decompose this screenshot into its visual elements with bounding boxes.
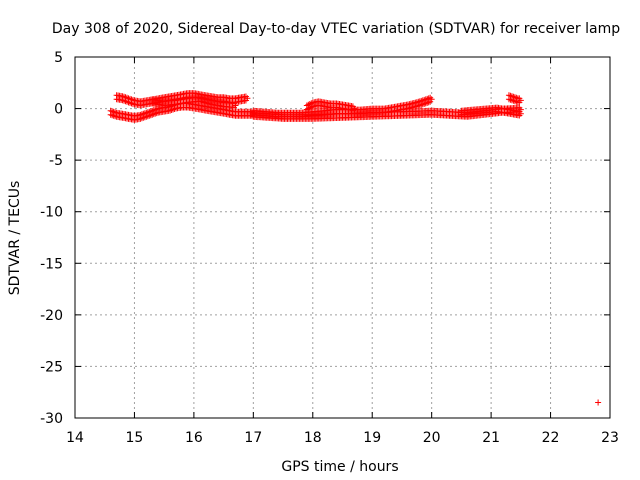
data-point — [138, 115, 145, 122]
data-point — [595, 399, 602, 406]
x-tick-label: 19 — [363, 430, 381, 446]
data-point — [110, 112, 117, 119]
x-axis-label: GPS time / hours — [281, 459, 398, 475]
x-tick-label: 15 — [126, 430, 144, 446]
data-point — [427, 98, 434, 105]
data-point — [122, 98, 129, 105]
data-point — [146, 112, 153, 119]
data-point — [308, 104, 315, 111]
data-point — [125, 99, 132, 106]
data-point — [150, 111, 157, 118]
data-point — [109, 112, 116, 119]
x-tick-label: 17 — [244, 430, 262, 446]
x-tick-label: 22 — [542, 430, 560, 446]
data-point — [517, 97, 524, 104]
data-point — [168, 107, 175, 114]
plot-frame — [74, 56, 611, 419]
y-tick-label: -30 — [40, 411, 63, 427]
data-point — [422, 100, 429, 107]
y-tick-label: -5 — [49, 153, 63, 169]
y-tick-label: 5 — [54, 50, 63, 66]
data-point — [170, 106, 177, 113]
data-point — [128, 100, 135, 107]
data-point — [511, 98, 518, 105]
y-tick-label: -25 — [40, 359, 63, 375]
y-tick-label: -10 — [40, 205, 63, 221]
data-points — [107, 90, 602, 406]
x-tick-label: 18 — [304, 430, 322, 446]
data-point — [505, 96, 512, 103]
data-point — [517, 110, 524, 117]
data-point — [418, 101, 425, 108]
data-point — [149, 111, 156, 118]
data-point — [141, 114, 148, 121]
data-point — [143, 113, 150, 120]
x-axis: 14 15 16 17 18 19 20 21 22 23 — [66, 57, 619, 446]
x-tick-label: 16 — [185, 430, 203, 446]
data-point — [140, 114, 147, 121]
data-point — [428, 96, 435, 103]
x-tick-label: 14 — [66, 430, 84, 446]
data-point — [232, 102, 239, 109]
data-point — [152, 110, 159, 117]
data-point — [126, 99, 133, 106]
y-axis: 5 0 -5 -10 -15 -20 -25 -30 — [40, 50, 610, 427]
x-tick-label: 20 — [423, 430, 441, 446]
chart-title: Day 308 of 2020, Sidereal Day-to-day VTE… — [52, 21, 620, 37]
data-point — [421, 100, 428, 107]
data-point — [424, 99, 431, 106]
data-point — [107, 111, 114, 118]
data-point — [153, 110, 160, 117]
y-axis-label: SDTVAR / TECUs — [7, 181, 23, 296]
data-point — [244, 95, 251, 102]
data-point — [171, 106, 178, 113]
data-point — [147, 112, 154, 119]
data-point — [507, 96, 514, 103]
data-point — [416, 102, 423, 109]
data-point — [419, 101, 426, 108]
data-point — [137, 115, 144, 122]
x-tick-label: 21 — [482, 430, 500, 446]
data-point — [144, 113, 151, 120]
data-point — [167, 107, 174, 114]
data-point — [124, 98, 131, 105]
data-point — [510, 97, 517, 104]
data-point — [425, 99, 432, 106]
x-tick-label: 23 — [601, 430, 619, 446]
data-point — [513, 98, 520, 105]
data-point — [129, 100, 136, 107]
y-tick-label: 0 — [54, 102, 63, 118]
data-point — [508, 97, 515, 104]
y-tick-label: -20 — [40, 308, 63, 324]
data-point — [121, 97, 128, 104]
data-point — [119, 97, 126, 104]
data-point — [112, 113, 119, 120]
y-tick-label: -15 — [40, 256, 63, 272]
